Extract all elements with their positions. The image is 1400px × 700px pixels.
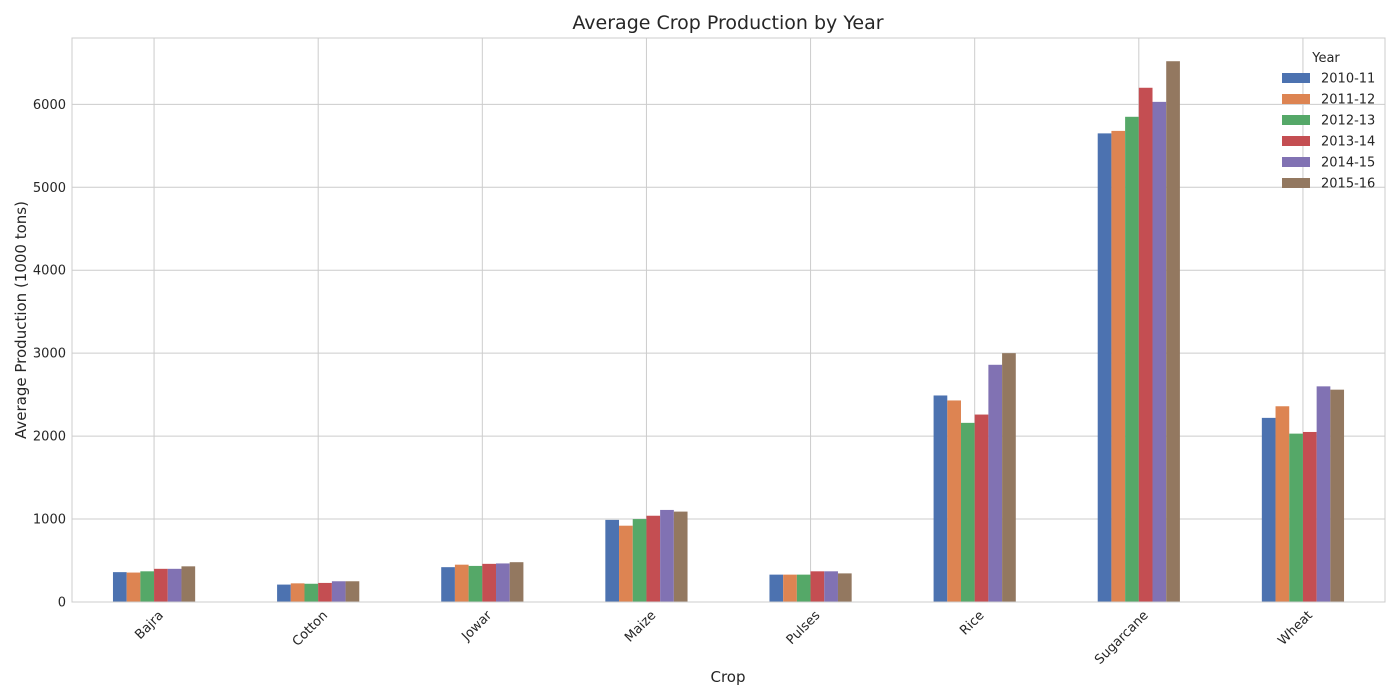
- bar-maize-2010-11: [605, 519, 620, 602]
- chart-title: Average Crop Production by Year: [572, 12, 883, 34]
- bar-bajra-2015-16: [181, 566, 196, 602]
- y-tick-label: 4000: [33, 264, 66, 279]
- legend-swatch: [1282, 94, 1310, 104]
- bar-sugarcane-2011-12: [1111, 130, 1126, 603]
- x-axis-ticks: Bajra Cotton Jowar Maize Pulses Rice Sugarcane…: [132, 608, 1315, 668]
- bar-pulses-2011-12: [783, 574, 797, 602]
- bar-cotton-2012-13: [304, 583, 319, 602]
- legend-swatch: [1282, 178, 1310, 188]
- y-axis-title: Average Production (1000 tons): [12, 201, 30, 439]
- plot-frame: [71, 37, 1386, 603]
- x-tick-label: Bajra: [132, 608, 167, 643]
- legend-label: 2015-16: [1321, 177, 1375, 192]
- bar-rice-2012-13: [960, 422, 975, 602]
- bar-rice-2010-11: [933, 395, 948, 602]
- bar-pulses-2013-14: [810, 571, 825, 602]
- bar-jowar-2012-13: [468, 565, 483, 602]
- legend-swatch: [1282, 157, 1310, 167]
- bar-maize-2015-16: [673, 511, 688, 602]
- bar-wheat-2011-12: [1275, 406, 1290, 602]
- x-tick-label: Sugarcane: [1092, 608, 1151, 667]
- bar-maize-2014-15: [660, 509, 674, 602]
- y-tick-label: 6000: [33, 98, 66, 113]
- x-tick-label: Wheat: [1275, 608, 1315, 648]
- x-axis-title: Crop: [710, 668, 745, 686]
- bar-sugarcane-2015-16: [1166, 61, 1180, 603]
- y-tick-label: 1000: [33, 513, 66, 528]
- bar-rice-2014-15: [988, 364, 1003, 602]
- bar-maize-2013-14: [646, 515, 661, 602]
- bar-bajra-2013-14: [154, 568, 168, 602]
- legend-label: 2012-13: [1321, 114, 1375, 129]
- bar-rice-2011-12: [947, 400, 961, 602]
- bar-pulses-2010-11: [769, 574, 784, 602]
- plot-background: [72, 38, 1385, 602]
- bar-bajra-2014-15: [167, 568, 182, 602]
- bar-rice-2015-16: [1002, 353, 1016, 602]
- bar-maize-2011-12: [619, 525, 633, 602]
- bar-sugarcane-2012-13: [1125, 116, 1139, 602]
- x-tick-label: Rice: [957, 608, 987, 638]
- y-tick-label: 5000: [33, 181, 66, 196]
- bar-pulses-2014-15: [824, 571, 838, 602]
- bar-cotton-2014-15: [331, 581, 346, 602]
- legend-title: Year: [1311, 51, 1340, 66]
- bar-cotton-2010-11: [277, 584, 291, 602]
- bar-jowar-2013-14: [482, 563, 497, 602]
- x-tick-label: Cotton: [290, 608, 331, 649]
- bar-pulses-2012-13: [796, 574, 811, 602]
- x-tick-label: Jowar: [459, 608, 496, 645]
- bar-cotton-2015-16: [345, 581, 360, 602]
- bar-sugarcane-2013-14: [1138, 87, 1153, 602]
- bar-bajra-2012-13: [140, 571, 155, 602]
- legend-swatch: [1282, 136, 1310, 146]
- legend-swatch: [1282, 73, 1310, 83]
- bar-rice-2013-14: [974, 414, 989, 602]
- legend-label: 2011-12: [1321, 93, 1375, 108]
- legend: Year 2010-11 2011-12 2012-13 2013-14 2014-15…: [1282, 51, 1375, 192]
- legend-label: 2014-15: [1321, 156, 1375, 171]
- bar-jowar-2010-11: [441, 567, 455, 602]
- bar-maize-2012-13: [632, 519, 647, 602]
- bar-wheat-2015-16: [1330, 389, 1345, 602]
- bar-sugarcane-2014-15: [1152, 101, 1167, 602]
- x-tick-label: Pulses: [784, 608, 824, 648]
- x-tick-label: Maize: [622, 608, 659, 645]
- bar-jowar-2011-12: [454, 564, 469, 602]
- y-axis-ticks: 0 1000 2000 3000 4000 5000 6000: [33, 98, 66, 611]
- bar-bajra-2011-12: [126, 572, 141, 602]
- bar-pulses-2015-16: [837, 573, 852, 602]
- y-tick-label: 3000: [33, 347, 66, 362]
- bar-wheat-2010-11: [1261, 417, 1276, 602]
- y-tick-label: 0: [58, 596, 66, 611]
- y-tick-label: 2000: [33, 430, 66, 445]
- bar-jowar-2014-15: [496, 563, 510, 602]
- bars: [112, 61, 1345, 603]
- bar-cotton-2013-14: [318, 582, 332, 602]
- bar-sugarcane-2010-11: [1097, 133, 1112, 602]
- bar-cotton-2011-12: [290, 583, 305, 602]
- bar-wheat-2013-14: [1302, 431, 1317, 602]
- bar-wheat-2014-15: [1316, 386, 1331, 602]
- legend-swatch: [1282, 115, 1310, 125]
- bar-wheat-2012-13: [1289, 433, 1303, 602]
- bar-bajra-2010-11: [112, 572, 127, 602]
- legend-label: 2013-14: [1321, 135, 1375, 150]
- legend-label: 2010-11: [1321, 72, 1375, 87]
- bar-jowar-2015-16: [509, 562, 524, 602]
